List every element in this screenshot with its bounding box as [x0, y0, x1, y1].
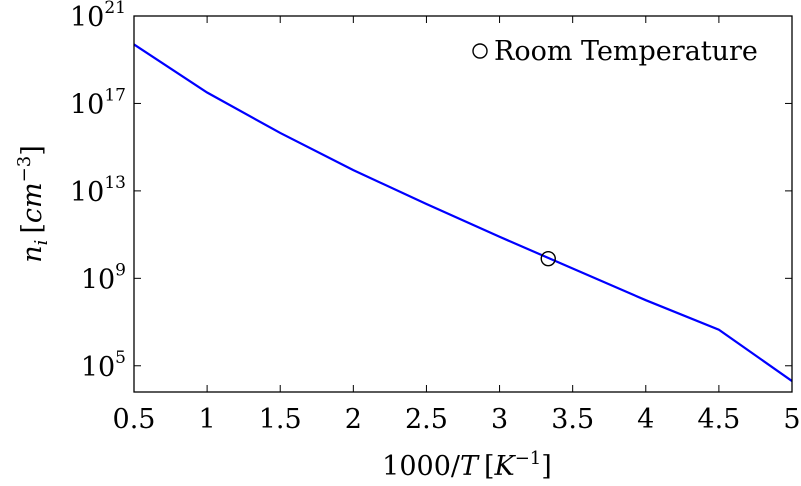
x-tick-label: 1.5 — [259, 404, 302, 435]
legend-marker — [472, 43, 488, 59]
series-line-ni — [133, 43, 793, 382]
x-tick-label: 2.5 — [405, 404, 448, 435]
x-tick-label: 4 — [637, 404, 654, 435]
y-tick-label: 109 — [81, 260, 126, 295]
y-tick-label: 1017 — [70, 85, 126, 120]
x-tick-label: 3.5 — [551, 404, 594, 435]
x-axis-title: 1000/T [K−1] — [382, 448, 552, 482]
y-axis-title: ni[cm−3] — [14, 145, 52, 263]
x-tick-label: 3 — [491, 404, 508, 435]
room-temperature-marker — [540, 250, 556, 267]
legend: Room Temperature — [472, 36, 758, 67]
plot-frame — [133, 15, 793, 393]
y-tick-label: 1013 — [70, 173, 126, 208]
x-tick-label: 1 — [199, 404, 216, 435]
legend-label: Room Temperature — [494, 36, 758, 67]
x-tick-label: 0.5 — [113, 404, 156, 435]
marker-layer — [540, 250, 556, 267]
x-tick-label: 5 — [783, 404, 800, 435]
x-tick-label: 4.5 — [697, 404, 740, 435]
y-tick-label: 1021 — [70, 0, 126, 33]
y-tick-label: 105 — [81, 348, 126, 383]
ticks-layer — [133, 15, 793, 392]
tick-labels: 0.5 1 1.5 2 2.5 3 3.5 4 4.5 5 105 109 1013 1017 1021 — [70, 0, 801, 435]
x-tick-label: 2 — [345, 404, 362, 435]
